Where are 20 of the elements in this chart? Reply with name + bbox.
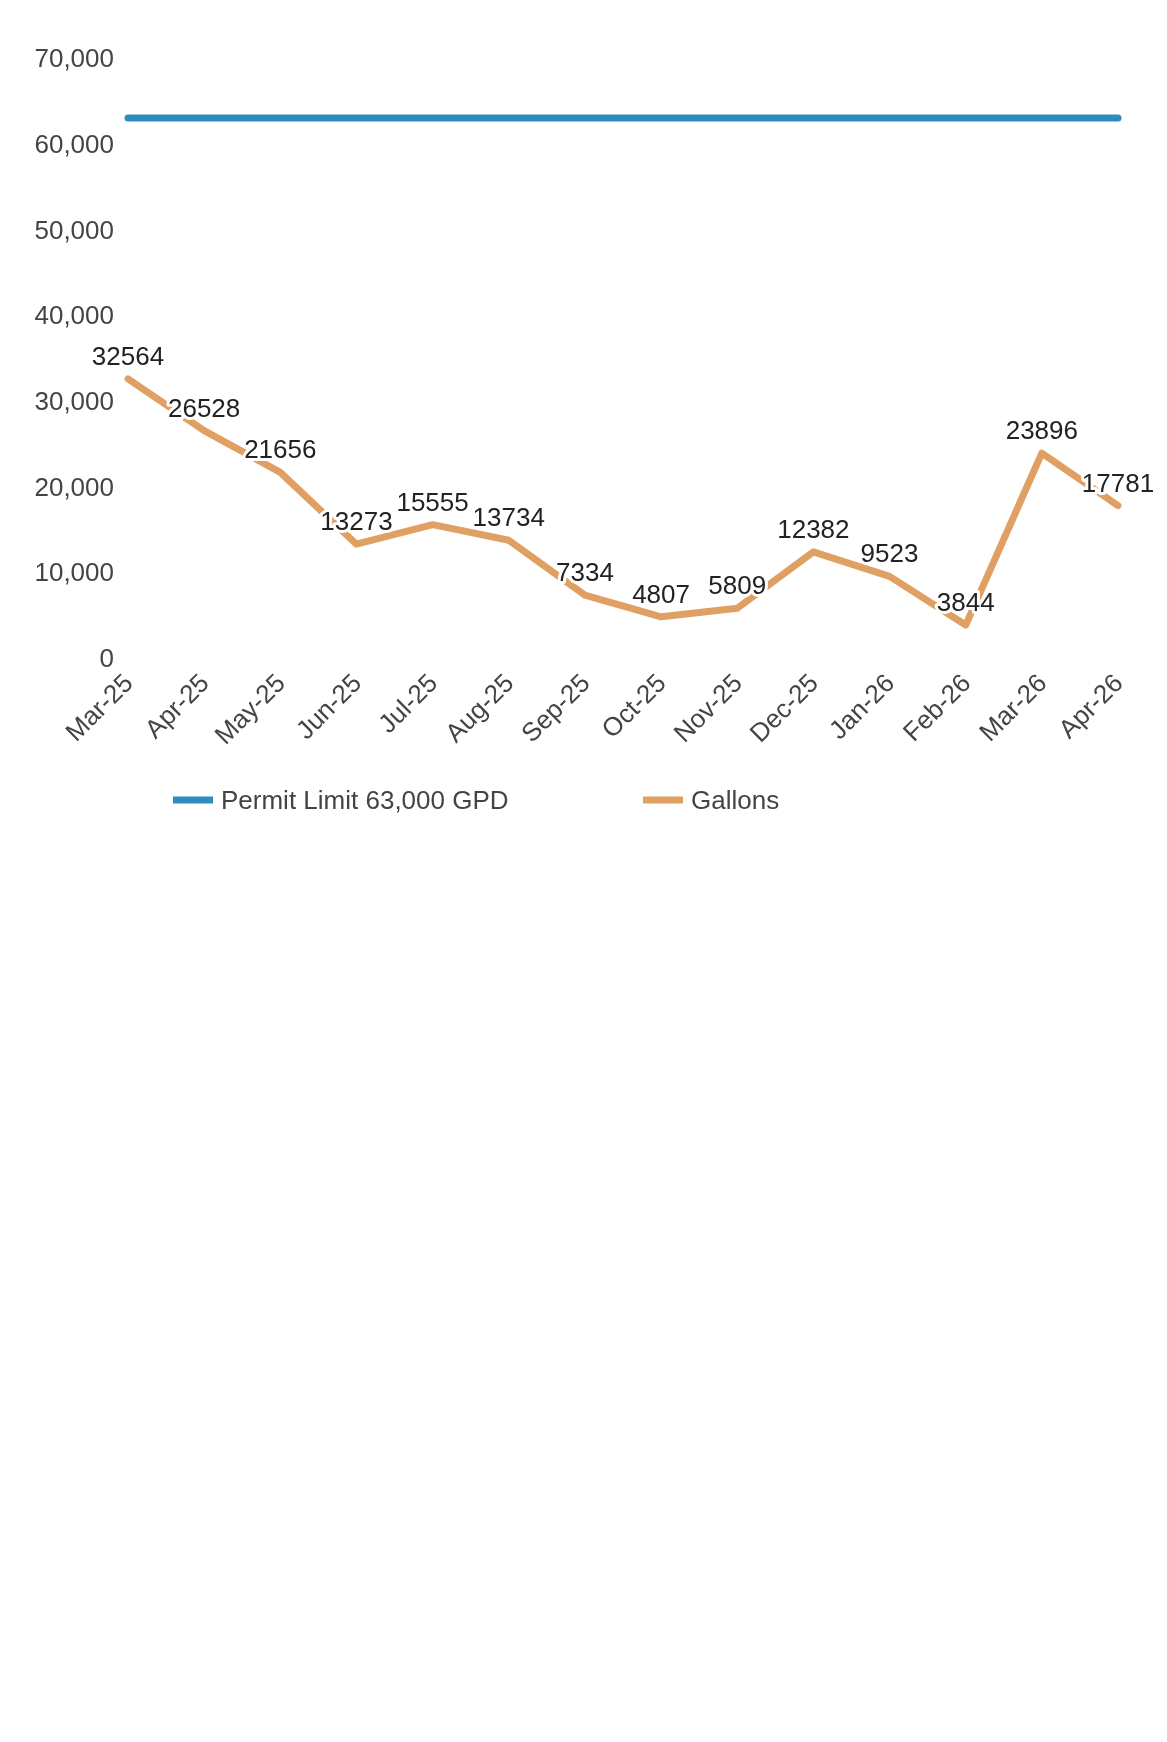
data-label: 21656 xyxy=(244,434,317,465)
data-label: 13734 xyxy=(472,502,545,533)
data-label: 23896 xyxy=(1005,415,1078,446)
y-tick-label: 70,000 xyxy=(34,43,114,74)
data-label: 15555 xyxy=(396,486,469,517)
legend-label: Gallons xyxy=(691,785,780,816)
y-tick-label: 0 xyxy=(99,643,114,674)
legend-label: Permit Limit 63,000 GPD xyxy=(221,785,509,816)
y-tick-label: 40,000 xyxy=(34,300,114,331)
data-label: 32564 xyxy=(91,340,165,371)
data-label: 5809 xyxy=(708,570,767,601)
y-tick-label: 20,000 xyxy=(34,471,114,502)
data-label: 7334 xyxy=(556,557,614,588)
data-label: 12382 xyxy=(777,513,850,544)
y-tick-label: 10,000 xyxy=(34,557,114,588)
data-label: 9523 xyxy=(860,538,919,569)
y-tick-label: 50,000 xyxy=(34,214,114,245)
y-tick-label: 60,000 xyxy=(34,128,114,159)
y-tick-label: 30,000 xyxy=(34,385,114,416)
data-label: 4807 xyxy=(632,578,690,609)
